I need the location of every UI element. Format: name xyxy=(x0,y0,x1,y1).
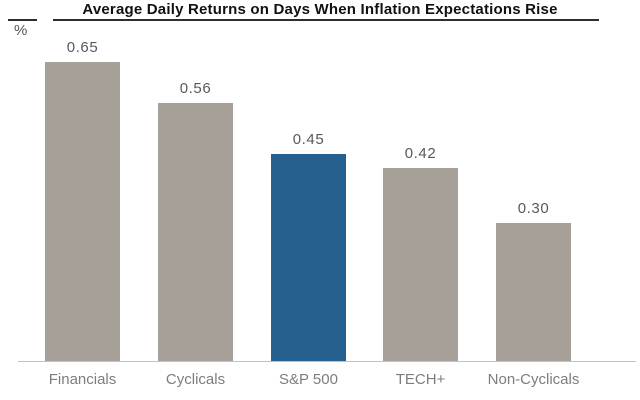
category-label-non-cyclicals: Non-Cyclicals xyxy=(487,371,580,388)
bar-non-cyclicals xyxy=(496,223,571,361)
category-label-tech: TECH+ xyxy=(395,371,446,388)
bar-s-p-500 xyxy=(271,154,346,361)
title-underline-rule xyxy=(53,19,599,21)
category-label-s-p-500: S&P 500 xyxy=(279,371,338,388)
category-label-financials: Financials xyxy=(48,371,117,388)
bar-value-label-s-p-500: 0.45 xyxy=(292,131,325,148)
x-axis-line xyxy=(18,361,636,362)
y-axis-unit-label: % xyxy=(14,22,28,39)
bar-value-label-financials: 0.65 xyxy=(66,39,99,56)
bar-value-label-non-cyclicals: 0.30 xyxy=(517,200,550,217)
bar-value-label-tech: 0.42 xyxy=(404,145,437,162)
bar-financials xyxy=(45,62,120,361)
bar-cyclicals xyxy=(158,103,233,361)
chart-title: Average Daily Returns on Days When Infla… xyxy=(82,1,558,18)
bar-tech xyxy=(383,168,458,361)
axis-header-rule xyxy=(8,19,37,21)
bar-value-label-cyclicals: 0.56 xyxy=(179,80,212,97)
category-label-cyclicals: Cyclicals xyxy=(165,371,226,388)
